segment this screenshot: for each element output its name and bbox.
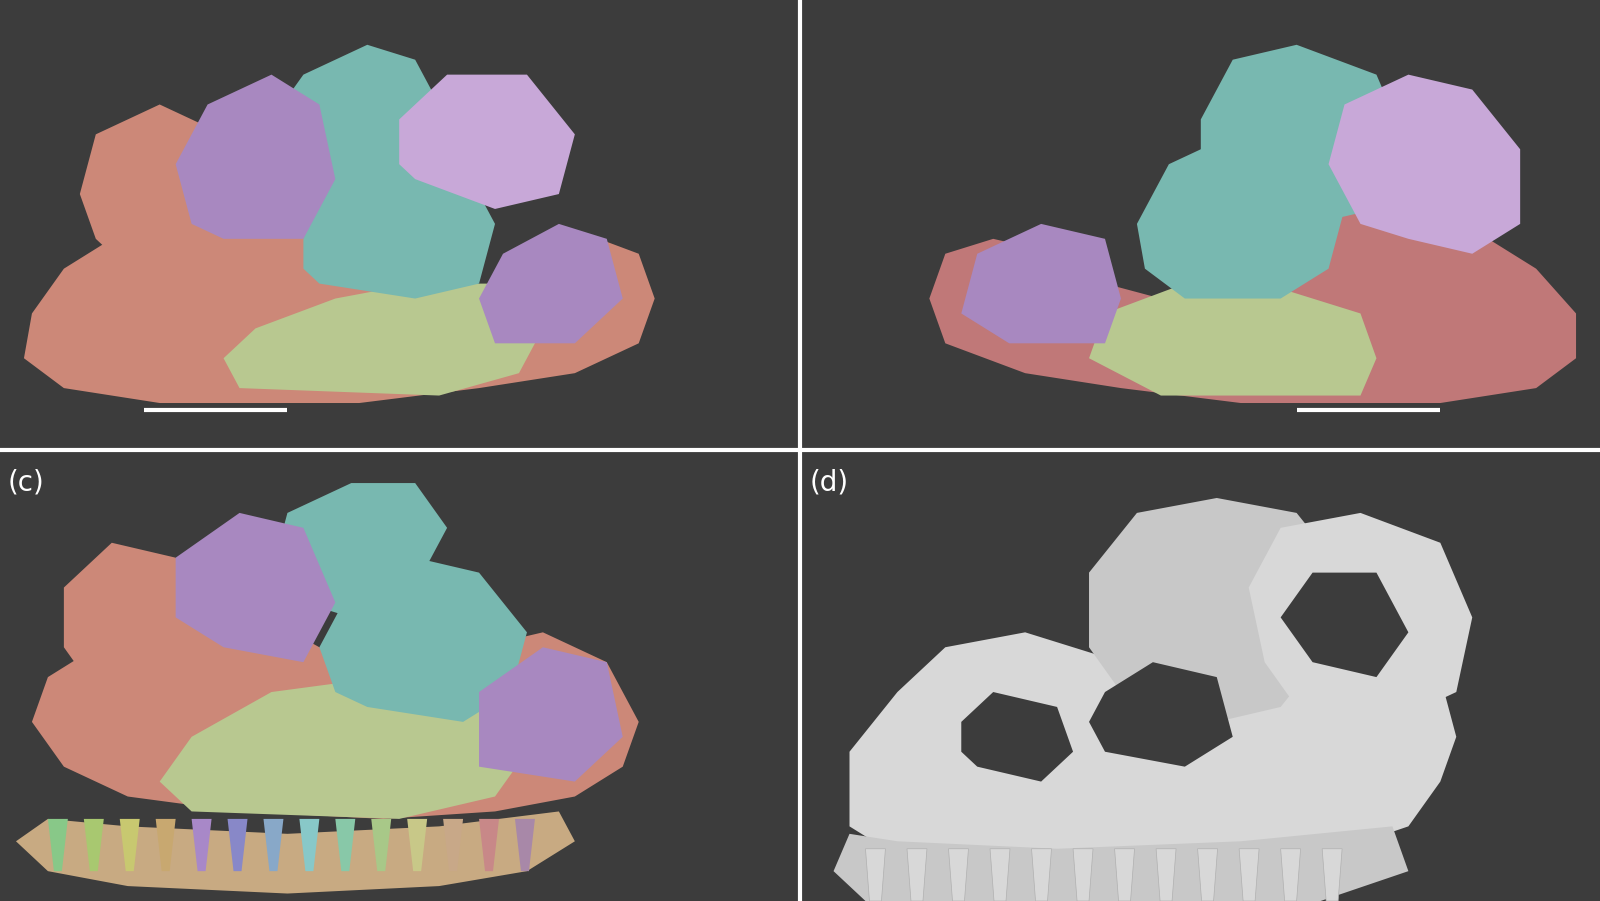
Polygon shape [160,678,526,819]
Polygon shape [176,513,336,662]
Polygon shape [304,134,494,298]
Polygon shape [272,45,438,209]
Polygon shape [1322,849,1342,901]
Text: (c): (c) [8,469,45,496]
Polygon shape [907,849,926,901]
Polygon shape [83,819,104,871]
Polygon shape [478,819,499,871]
Polygon shape [1074,849,1093,901]
Polygon shape [949,849,968,901]
Polygon shape [515,819,534,871]
Polygon shape [850,633,1456,871]
Polygon shape [336,819,355,871]
Polygon shape [80,105,240,254]
Polygon shape [1200,45,1408,224]
Polygon shape [1138,134,1344,298]
Polygon shape [478,224,622,343]
Polygon shape [478,647,622,781]
Polygon shape [406,819,427,871]
Polygon shape [834,826,1408,901]
Polygon shape [272,483,446,617]
Polygon shape [400,75,574,209]
Polygon shape [1090,662,1232,767]
Polygon shape [1248,513,1472,722]
Polygon shape [1090,284,1376,396]
Polygon shape [962,224,1122,343]
Polygon shape [962,692,1074,781]
Polygon shape [192,819,211,871]
Polygon shape [1328,75,1520,254]
Polygon shape [227,819,248,871]
Polygon shape [320,558,526,722]
Polygon shape [264,819,283,871]
Polygon shape [443,819,462,871]
Polygon shape [48,819,67,871]
Polygon shape [930,209,1576,403]
Polygon shape [1032,849,1051,901]
Polygon shape [24,209,654,403]
Polygon shape [1238,849,1259,901]
Text: (d): (d) [810,469,848,496]
Polygon shape [866,849,885,901]
Polygon shape [176,75,336,239]
Polygon shape [120,819,139,871]
Polygon shape [1198,849,1218,901]
Polygon shape [371,819,392,871]
Polygon shape [1280,573,1408,678]
Polygon shape [299,819,320,871]
Polygon shape [1090,498,1344,722]
Polygon shape [1115,849,1134,901]
Polygon shape [32,603,638,819]
Polygon shape [16,812,574,894]
Polygon shape [1157,849,1176,901]
Polygon shape [224,284,542,396]
Polygon shape [155,819,176,871]
Polygon shape [990,849,1010,901]
Polygon shape [1280,849,1301,901]
Polygon shape [64,542,208,692]
